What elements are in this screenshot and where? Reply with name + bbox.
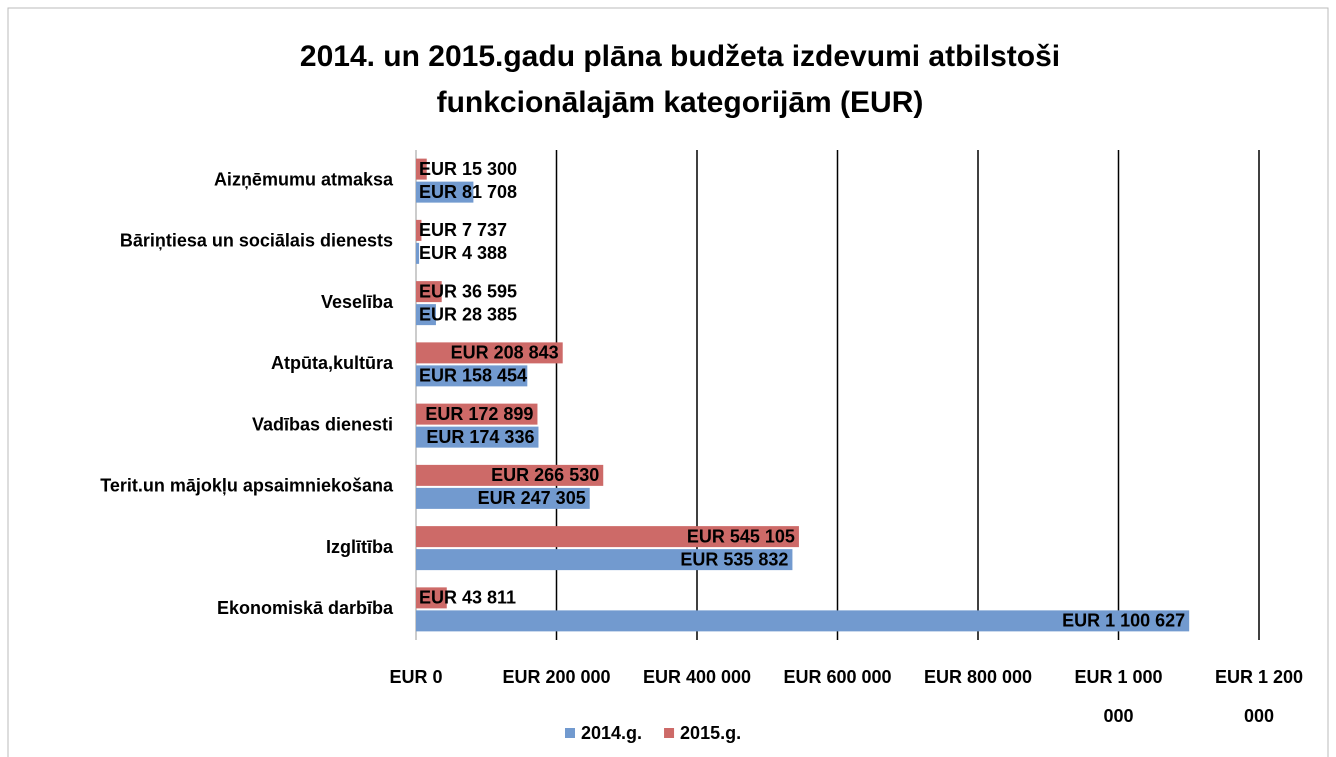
- bar: [416, 549, 793, 571]
- bar: [416, 181, 474, 203]
- y-tick-label: Izglītība: [326, 537, 394, 557]
- bar: [416, 219, 422, 241]
- data-label: EUR 81 708: [419, 182, 517, 202]
- data-label: EUR 247 305: [478, 488, 586, 508]
- x-tick-label: EUR 0: [389, 667, 443, 687]
- data-label: EUR 1 100 627: [1062, 611, 1185, 631]
- y-tick-label: Vadības dienesti: [252, 414, 393, 434]
- x-tick-label: EUR 1 200 000: [1214, 667, 1304, 726]
- data-label: EUR 7 737: [419, 220, 507, 240]
- y-tick-label: Atpūta,kultūra: [271, 353, 394, 373]
- x-tick-label: EUR 200 000: [502, 667, 611, 687]
- bar: [416, 426, 539, 448]
- bar: [416, 403, 538, 425]
- chart-title: 2014. un 2015.gadu plāna budžeta izdevum…: [299, 40, 1061, 119]
- legend-swatch: [565, 728, 575, 738]
- bar: [416, 342, 563, 364]
- y-tick-label: Ekonomiskā darbība: [217, 598, 394, 618]
- data-label: EUR 535 832: [680, 549, 788, 569]
- y-tick-label: Bāriņtiesa un sociālais dienests: [120, 231, 393, 251]
- data-label: EUR 28 385: [419, 304, 517, 324]
- data-label: EUR 174 336: [426, 427, 534, 447]
- x-tick-label: EUR 1 000 000: [1074, 667, 1163, 726]
- data-label: EUR 172 899: [425, 404, 533, 424]
- bar: [416, 464, 604, 486]
- legend-label: 2014.g.: [581, 723, 642, 743]
- bar: [416, 242, 420, 264]
- frame: [7, 7, 1329, 757]
- bar: [416, 487, 590, 509]
- data-label: EUR 208 843: [451, 343, 559, 363]
- bar: [416, 365, 528, 387]
- bar: [416, 281, 442, 303]
- data-label: EUR 158 454: [419, 366, 527, 386]
- data-label: EUR 36 595: [419, 281, 517, 301]
- x-tick-label: EUR 600 000: [783, 667, 892, 687]
- legend-label: 2015.g.: [680, 723, 741, 743]
- data-label: EUR 4 388: [419, 243, 507, 263]
- data-label: EUR 43 811: [419, 588, 516, 608]
- y-tick-label: Terit.un mājokļu apsaimniekošana: [100, 476, 394, 496]
- data-label: EUR 15 300: [419, 159, 517, 179]
- bar: [416, 304, 436, 326]
- bar: [416, 610, 1190, 632]
- x-tick-label: EUR 400 000: [642, 667, 752, 687]
- bar: [416, 158, 427, 180]
- legend-swatch: [664, 728, 675, 738]
- x-tick-label: EUR 800 000: [923, 667, 1033, 687]
- data-label: EUR 266 530: [491, 465, 599, 485]
- y-tick-label: Veselība: [321, 292, 394, 312]
- bar: [416, 526, 799, 548]
- bar: [416, 587, 447, 609]
- data-label: EUR 545 105: [687, 526, 795, 546]
- y-tick-label: Aizņēmumu atmaksa: [214, 169, 394, 189]
